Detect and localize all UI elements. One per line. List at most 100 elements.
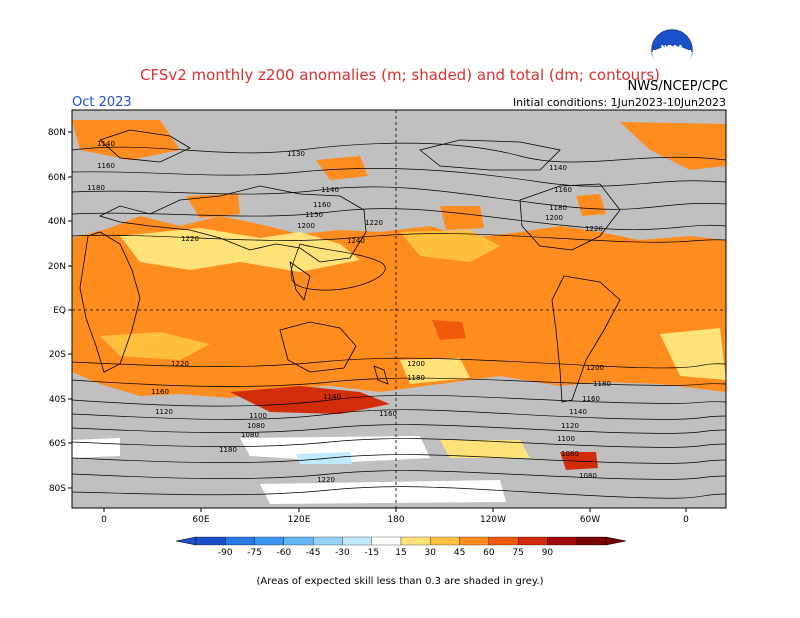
colorbar-swatch: [254, 536, 285, 546]
colorbar-swatch: [517, 536, 548, 546]
contour-label: 1180: [407, 374, 425, 382]
noaa-logo: NOAA: [651, 29, 693, 72]
anomaly-white-antarctica: [260, 480, 506, 504]
contour-label: 1200: [407, 360, 425, 368]
colorbar-swatch: [547, 536, 577, 546]
contour-label: 1200: [586, 364, 604, 372]
colorbar-tick-label: 45: [454, 548, 465, 558]
colorbar-tick-label: -45: [306, 548, 321, 558]
lat-tick-label: 80N: [48, 128, 66, 138]
noaa-logo-text: NOAA: [661, 44, 684, 52]
anomaly-yellow-spacific: [400, 358, 470, 384]
contour-label: 1140: [569, 408, 587, 416]
colorbar-swatch: [576, 536, 607, 546]
colorbar-tick-label: 75: [512, 548, 523, 558]
colorbar-tick-label: -90: [218, 548, 233, 558]
contour-label: 1200: [545, 214, 563, 222]
colorbar-swatch: [459, 536, 490, 546]
anomaly-yellow-southern: [440, 440, 530, 458]
contour-label: 1130: [287, 150, 305, 158]
anomaly-white-west: [72, 438, 120, 458]
colorbar-tick-label: 90: [542, 548, 554, 558]
contour-labels: 1140 1160 1180 1130 1140 1160 1150 1200 1220 1240…: [87, 140, 611, 484]
latitude-ticks: 80N 60N 40N 20N EQ 20S 40S 60S 80S: [48, 128, 72, 494]
contour-label: 1100: [557, 435, 575, 443]
contour-label: 1160: [151, 388, 169, 396]
anomaly-blue-southern: [296, 452, 352, 464]
colorbar-swatch: [430, 536, 460, 546]
colorbar-tick-label: -15: [364, 548, 379, 558]
footer-note: (Areas of expected skill less than 0.3 a…: [257, 576, 544, 587]
colorbar-tick-label: -75: [247, 548, 262, 558]
contour-label: 1160: [313, 201, 331, 209]
contour-label: 1220: [585, 225, 603, 233]
lat-tick-label: EQ: [53, 306, 66, 316]
lon-tick-label: 0: [101, 515, 107, 525]
anomaly-yellow-indian: [100, 332, 210, 360]
contour-label: 1220: [181, 235, 199, 243]
map-frame: [71, 109, 727, 509]
lat-tick-label: 60N: [48, 173, 66, 183]
contour-label: 1220: [317, 476, 335, 484]
contour-label: 1180: [219, 446, 237, 454]
colorbar-right-arrow: [605, 536, 627, 546]
contour-label: 1180: [87, 184, 105, 192]
anomaly-yellow-pacific: [400, 230, 500, 262]
colorbar-swatch: [342, 536, 372, 546]
contour-label: 1140: [549, 164, 567, 172]
anomaly-blob-arctic-west: [72, 120, 180, 160]
lon-tick-label: 120W: [480, 515, 506, 525]
contour-label: 1080: [579, 472, 597, 480]
contour-label: 1220: [365, 219, 383, 227]
colorbar-swatch: [225, 536, 255, 546]
anomaly-yellow-asia: [120, 228, 360, 272]
anomaly-yellow-satlantic: [660, 328, 726, 380]
colorbar-tick-label: -60: [277, 548, 292, 558]
contour-label: 1240: [347, 237, 365, 245]
lat-tick-label: 20S: [49, 350, 66, 360]
colorbar-swatch: [371, 536, 402, 546]
contour-label: 1160: [582, 395, 600, 403]
lat-tick-label: 60S: [49, 439, 66, 449]
colorbar: -90 -75 -60 -45 -30 -15 15 30 45 60 75 90: [175, 536, 627, 558]
lon-tick-label: 120E: [288, 515, 311, 525]
initial-conditions: Initial conditions: 1Jun2023-10Jun2023: [513, 96, 726, 109]
contour-label: 1120: [155, 408, 173, 416]
contour-label: 1080: [561, 450, 579, 458]
contour-label: 1140: [97, 140, 115, 148]
anomaly-red-central-pacific: [432, 320, 466, 340]
contour-label: 1200: [297, 222, 315, 230]
anomaly-blob-atlantic: [576, 194, 606, 216]
figure-title: CFSv2 monthly z200 anomalies (m; shaded)…: [140, 66, 660, 84]
contour-label: 1160: [554, 186, 572, 194]
lon-tick-label: 60W: [580, 515, 600, 525]
lat-tick-label: 40N: [48, 217, 66, 227]
contour-label: 1140: [321, 186, 339, 194]
grey-skill-north: [72, 110, 726, 240]
anomaly-blob-siberia: [316, 156, 368, 180]
colorbar-tick-label: 60: [483, 548, 495, 558]
contour-label: 1120: [561, 422, 579, 430]
anomaly-blob-europe: [186, 194, 240, 218]
anomaly-map: 1140 1160 1180 1130 1140 1160 1150 1200 1220 1240…: [48, 109, 727, 525]
colorbar-left-arrow: [175, 536, 197, 546]
colorbar-swatch: [400, 536, 431, 546]
contour-label: 1220: [171, 360, 189, 368]
contour-label: 1150: [305, 211, 323, 219]
lon-tick-label: 180: [387, 515, 404, 525]
lat-tick-label: 20N: [48, 262, 66, 272]
height-contours: [72, 142, 726, 499]
contour-label: 1100: [249, 412, 267, 420]
contour-label: 1080: [241, 431, 259, 439]
lat-tick-label: 80S: [49, 484, 66, 494]
colorbar-swatch: [195, 536, 226, 546]
contour-label: 1160: [379, 410, 397, 418]
lat-tick-label: 40S: [49, 395, 66, 405]
lon-tick-label: 0: [683, 515, 689, 525]
anomaly-blob-npacific: [440, 206, 484, 230]
anomaly-red-southern-ocean: [230, 386, 390, 414]
contour-label: 1180: [549, 204, 567, 212]
agency-label: NWS/NCEP/CPC: [628, 79, 728, 94]
colorbar-swatch: [488, 536, 519, 546]
